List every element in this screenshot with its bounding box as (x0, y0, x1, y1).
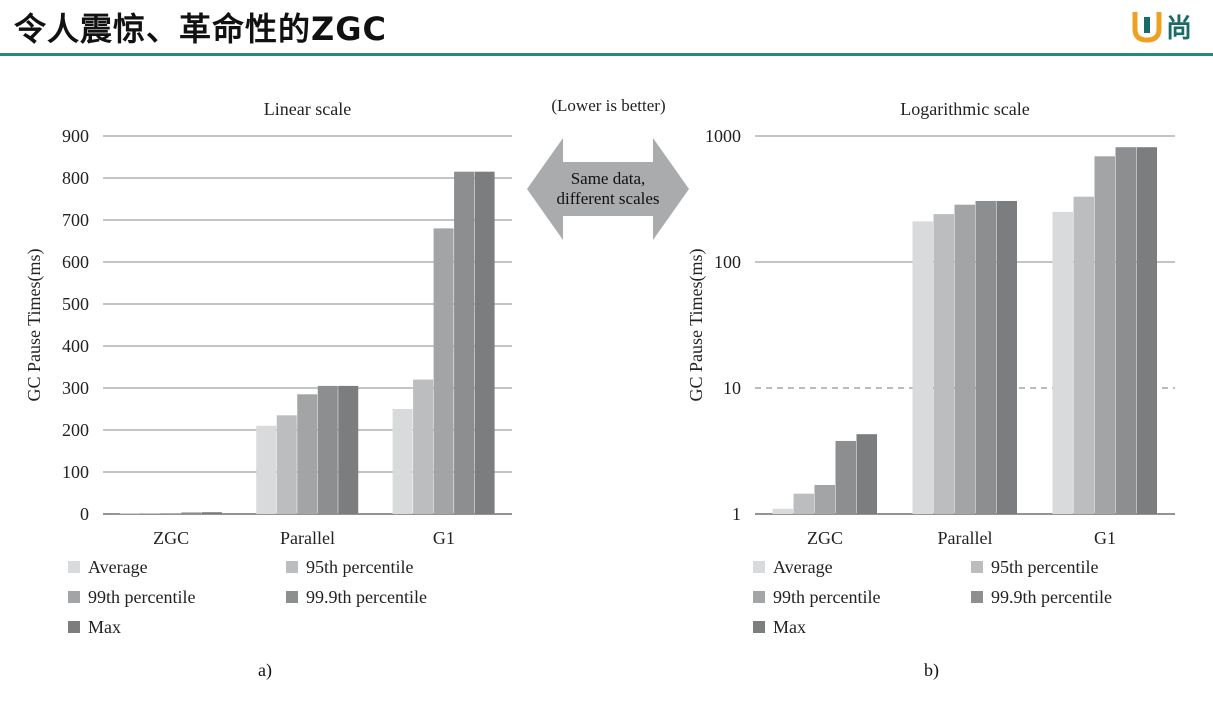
bar-g1-99-9th-percentile (1115, 147, 1136, 514)
y-tick-label: 400 (62, 336, 89, 356)
bar-parallel-95th-percentile (276, 415, 297, 514)
bar-parallel-95th-percentile (933, 214, 954, 514)
bar-g1-99th-percentile (433, 228, 454, 514)
category-label: Parallel (280, 528, 335, 548)
y-tick-label: 900 (62, 126, 89, 146)
bar-parallel-99th-percentile (297, 394, 318, 514)
legend-swatch (68, 561, 80, 573)
bar-g1-average (1052, 211, 1073, 514)
legend-swatch (68, 591, 80, 603)
bar-g1-99th-percentile (1094, 156, 1115, 514)
y-tick-label: 1 (732, 504, 741, 524)
y-tick-label: 10 (723, 378, 741, 398)
bar-g1-max (1136, 147, 1157, 514)
linear-scale-chart: Linear scale 0 100 200 300 400 500 600 700 800 900… (24, 99, 512, 637)
legend-swatch (286, 561, 298, 573)
legend-label: 99.9th percentile (991, 587, 1112, 607)
legend-swatch (971, 591, 983, 603)
legend-swatch (971, 561, 983, 573)
bar-parallel-99th-percentile (954, 204, 975, 514)
bar-parallel-99-9th-percentile (975, 200, 996, 514)
legend-label: 99th percentile (773, 587, 880, 607)
y-tick-label: 1000 (705, 126, 741, 146)
y-tick-label: 200 (62, 420, 89, 440)
title-divider (0, 53, 1213, 56)
bar-zgc-95th-percentile (140, 513, 161, 514)
bar-zgc-99-9th-percentile (181, 512, 202, 514)
bar-zgc-99-9th-percentile (835, 440, 856, 514)
legend-label: 99th percentile (88, 587, 195, 607)
y-tick-label: 300 (62, 378, 89, 398)
bar-parallel-average (912, 221, 933, 514)
bar-g1-95th-percentile (1073, 196, 1094, 514)
y-tick-label: 500 (62, 294, 89, 314)
bar-zgc-average (772, 508, 793, 514)
brand-logo: 尚 (1132, 6, 1192, 46)
middle-note: (Lower is better) (551, 96, 666, 115)
double-arrow-icon: Same data, different scales (527, 138, 689, 240)
logo-text: 尚 (1166, 13, 1193, 44)
legend-swatch (286, 591, 298, 603)
legend-label: Max (773, 617, 806, 637)
arrow-text-line1: Same data, (571, 169, 646, 188)
chart-title: Logarithmic scale (900, 99, 1029, 119)
category-label: ZGC (153, 528, 189, 548)
bar-parallel-max (996, 200, 1017, 514)
bar-zgc-99th-percentile (160, 513, 181, 514)
category-label: G1 (1094, 528, 1116, 548)
caption-b: b) (924, 660, 939, 680)
legend-label: Max (88, 617, 121, 637)
legend-label: 99.9th percentile (306, 587, 427, 607)
chart-title: Linear scale (264, 99, 351, 119)
bar-g1-95th-percentile (413, 379, 434, 514)
logo-u-icon (1132, 12, 1162, 43)
bar-zgc-max (201, 512, 222, 514)
bar-zgc-99th-percentile (814, 484, 835, 514)
legend-label: Average (88, 557, 148, 577)
arrow-text-line2: different scales (556, 189, 659, 208)
y-axis-label: GC Pause Times(ms) (24, 248, 45, 401)
bar-g1-99-9th-percentile (454, 171, 475, 514)
y-tick-label: 100 (62, 462, 89, 482)
y-axis-label: GC Pause Times(ms) (686, 248, 707, 401)
bar-zgc-max (856, 434, 877, 514)
bar-parallel-average (256, 425, 277, 514)
bar-g1-average (392, 409, 413, 514)
legend-label: 95th percentile (991, 557, 1098, 577)
legend-label: Average (773, 557, 833, 577)
bar-parallel-max (338, 385, 359, 514)
bar-zgc-95th-percentile (793, 493, 814, 514)
caption-a: a) (258, 660, 272, 680)
category-label: G1 (433, 528, 455, 548)
bar-g1-max (474, 171, 495, 514)
legend-swatch (753, 591, 765, 603)
logarithmic-scale-chart: Logarithmic scale 1 10 100 1000 GC Pause Time… (686, 99, 1175, 637)
bar-parallel-99-9th-percentile (317, 385, 338, 514)
category-label: ZGC (807, 528, 843, 548)
legend-swatch (68, 621, 80, 633)
y-tick-label: 0 (80, 504, 89, 524)
legend-label: 95th percentile (306, 557, 413, 577)
y-tick-label: 100 (714, 252, 741, 272)
legend-swatch (753, 561, 765, 573)
page-title: 令人震惊、革命性的ZGC (14, 10, 387, 48)
y-tick-label: 700 (62, 210, 89, 230)
y-tick-label: 800 (62, 168, 89, 188)
y-tick-label: 600 (62, 252, 89, 272)
category-label: Parallel (938, 528, 993, 548)
legend-swatch (753, 621, 765, 633)
